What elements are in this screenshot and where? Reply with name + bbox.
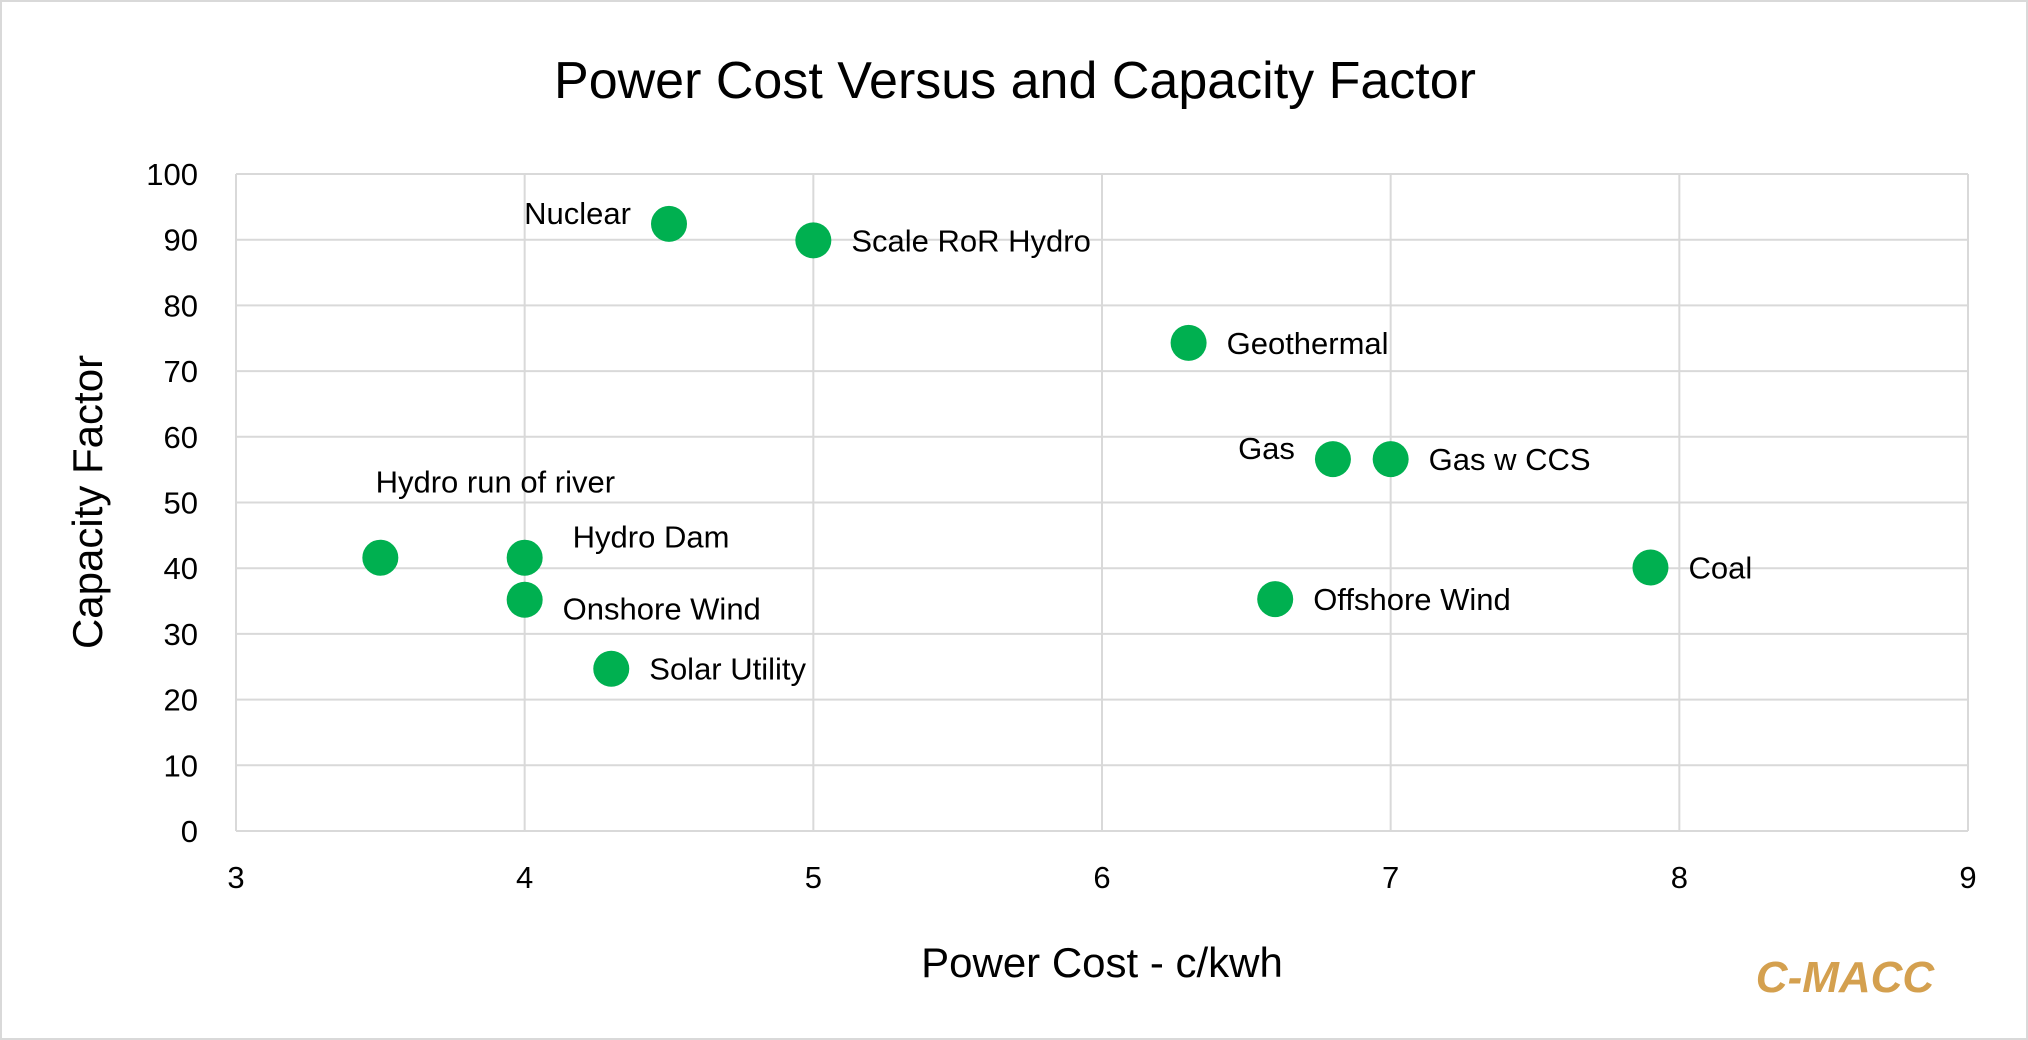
x-tick-label: 5: [805, 860, 822, 895]
data-point: [362, 539, 399, 576]
data-point: [593, 650, 630, 687]
data-point: [1372, 441, 1409, 478]
data-label: Coal: [1688, 551, 1752, 586]
data-label: Gas w CCS: [1429, 442, 1591, 477]
y-axis-title: Capacity Factor: [64, 355, 111, 649]
y-tick-label: 70: [164, 354, 198, 389]
x-tick-label: 4: [516, 860, 533, 895]
x-tick-label: 6: [1093, 860, 1110, 895]
y-tick-label: 30: [164, 617, 198, 652]
data-label: Hydro run of river: [376, 465, 615, 500]
data-label: Scale RoR Hydro: [851, 223, 1090, 258]
data-label: Offshore Wind: [1313, 582, 1511, 617]
data-label: Onshore Wind: [563, 592, 761, 627]
data-point: [795, 222, 832, 259]
data-point: [1257, 581, 1294, 618]
data-label: Nuclear: [524, 196, 631, 231]
y-tick-label: 0: [181, 814, 198, 849]
data-label: Geothermal: [1227, 326, 1389, 361]
data-point: [506, 581, 543, 618]
y-tick-label: 80: [164, 288, 198, 323]
tick-labels: 0 10 20 30 40 50 60 70 80 90 100 3 4 5 6 7 8 9: [146, 157, 1976, 895]
y-tick-label: 90: [164, 223, 198, 258]
data-points: Nuclear Scale RoR Hydro Geothermal Gas Gas w…: [362, 196, 1752, 687]
data-label: Hydro Dam: [573, 520, 730, 555]
y-tick-label: 10: [164, 748, 198, 783]
x-tick-label: 7: [1382, 860, 1399, 895]
data-point: [1314, 441, 1351, 478]
x-axis-title: Power Cost - c/kwh: [921, 939, 1283, 986]
data-point: [1170, 324, 1207, 361]
gridlines: [235, 173, 1969, 832]
data-label: Gas: [1238, 431, 1295, 466]
brand-watermark: C-MACC: [1756, 953, 1936, 1002]
x-tick-label: 9: [1959, 860, 1976, 895]
data-point: [1632, 549, 1669, 586]
x-tick-label: 8: [1671, 860, 1688, 895]
y-tick-label: 20: [164, 683, 198, 718]
y-tick-label: 40: [164, 551, 198, 586]
y-tick-label: 50: [164, 486, 198, 521]
chart-title: Power Cost Versus and Capacity Factor: [554, 52, 1476, 110]
x-tick-label: 3: [227, 860, 244, 895]
y-tick-label: 60: [164, 420, 198, 455]
data-label: Solar Utility: [649, 652, 806, 687]
data-point: [506, 539, 543, 576]
data-point: [651, 205, 687, 242]
y-tick-label: 100: [146, 157, 198, 192]
